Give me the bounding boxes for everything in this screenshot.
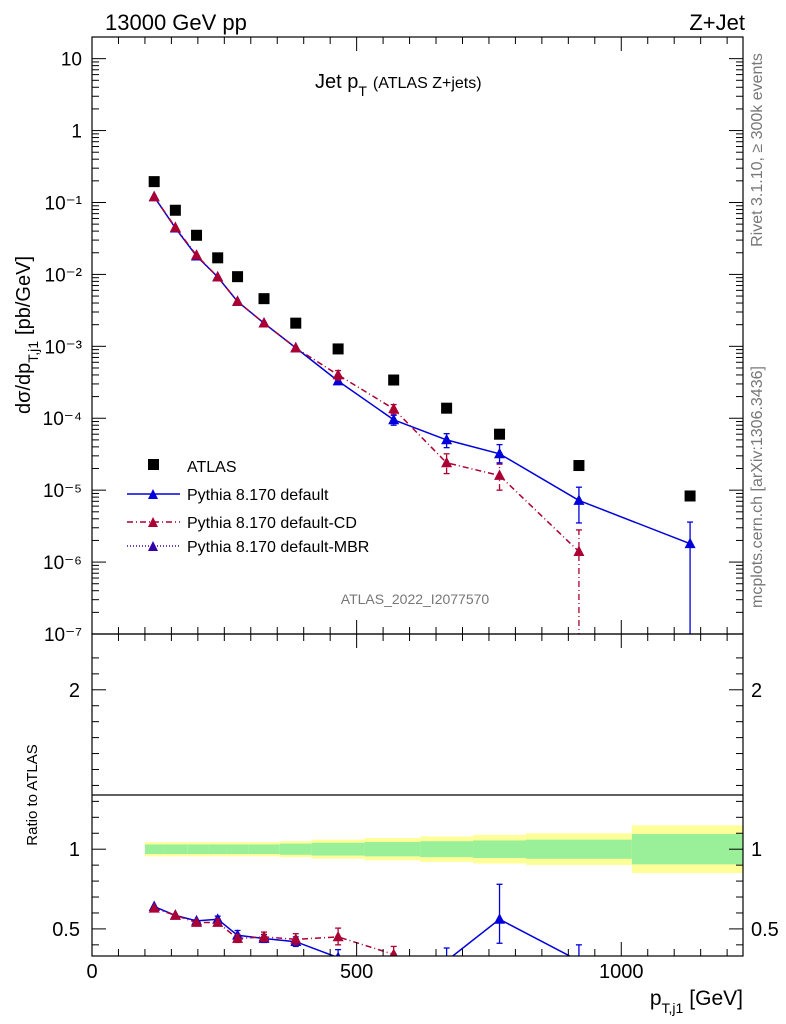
atlas-data-point: [148, 176, 160, 188]
main-panel: 10 1 10⁻¹ 10⁻² 10⁻³ 10⁻⁴ 10⁻⁵ 10⁻⁶ 10⁻⁷ Jet pT (A…: [13, 36, 744, 646]
ratio-series-marker: [258, 930, 270, 942]
legend-label-default: Pythia 8.170 default: [187, 487, 329, 504]
ratio-series-line: [153, 907, 394, 956]
main-y-tick-label: 10⁻⁵: [43, 481, 82, 502]
x-tick-label: 0: [86, 961, 97, 983]
ratio-series-marker: [388, 963, 399, 973]
ratio-series-marker: [494, 913, 506, 924]
main-series-marker: [684, 537, 696, 549]
ratio-series-marker: [148, 902, 160, 913]
ratio-inner-band: [248, 844, 280, 854]
ratio-series-marker: [335, 951, 341, 956]
rivet-version-label: Rivet 3.1.10, ≥ 300k events: [749, 53, 766, 247]
legend: ATLAS Pythia 8.170 default Pythia 8.170 …: [127, 459, 369, 556]
ratio-inner-band: [631, 834, 743, 865]
main-y-tick-label: 10⁻³: [45, 337, 83, 358]
ratio-inner-band: [187, 844, 209, 854]
atlas-data-point: [191, 229, 203, 241]
ratio-inner-band: [311, 842, 365, 856]
atlas-data-point: [290, 317, 302, 329]
main-series-marker: [258, 317, 270, 328]
legend-marker-default: [148, 489, 158, 499]
atlas-data-point: [258, 293, 270, 305]
main-series-marker: [169, 221, 181, 232]
legend-marker-mbr: [148, 541, 158, 551]
main-series-marker: [332, 368, 344, 380]
ratio-inner-band: [163, 844, 188, 854]
ratio-series-marker: [169, 909, 181, 920]
x-axis-label: pT,j1 [GeV]: [650, 987, 743, 1016]
main-series-marker: [573, 494, 585, 505]
mcplots-label: mcplots.cern.ch [arXiv:1306.3436]: [749, 366, 766, 608]
main-y-tick-label: 10⁻⁶: [43, 553, 82, 574]
main-series-marker: [494, 469, 506, 480]
legend-marker-cd: [148, 517, 158, 527]
ratio-y-tick-label-right: 0.5: [751, 919, 779, 941]
atlas-data-point: [232, 271, 244, 283]
ratio-inner-band: [473, 840, 526, 858]
main-series-marker: [388, 413, 400, 425]
ratio-inner-band: [226, 844, 249, 854]
ratio-inner-band: [364, 842, 421, 857]
legend-label-mbr: Pythia 8.170 default-MBR: [187, 539, 369, 556]
atlas-data-point: [684, 490, 696, 502]
main-series-line: [153, 196, 580, 553]
ratio-series-marker: [290, 933, 302, 944]
main-series-marker: [212, 270, 224, 282]
main-series-marker: [573, 545, 585, 556]
header-energy-label: 13000 GeV pp: [105, 10, 247, 35]
atlas-data-point: [441, 402, 453, 414]
atlas-data-point: [573, 460, 585, 472]
main-y-tick-label: 1: [71, 122, 82, 143]
main-y-tick-label: 10⁻⁴: [43, 409, 82, 430]
ratio-series-marker: [332, 930, 344, 942]
main-series-marker: [191, 249, 203, 260]
main-series-marker: [388, 402, 400, 414]
main-series-marker: [494, 447, 506, 459]
atlas-data-point: [388, 374, 400, 386]
ratio-panel: 2 2 1 1 0.5 0.5 0 500 1000 Ratio to ATLAS pT,j1[…: [24, 633, 779, 1016]
ratio-inner-band: [526, 839, 632, 859]
plot-title: Jet pT (ATLAS Z+jets): [315, 71, 482, 99]
atlas-data-point: [332, 343, 344, 355]
main-series-marker: [441, 456, 453, 468]
ratio-inner-band: [279, 843, 312, 855]
ratio-series-marker: [191, 916, 203, 927]
header-process-label: Z+Jet: [689, 10, 745, 35]
ratio-series-marker: [212, 916, 224, 927]
main-y-tick-label: 10⁻¹: [45, 193, 83, 214]
ratio-series-marker: [389, 948, 398, 956]
ratio-inner-band: [420, 841, 474, 858]
ratio-y-axis-label: Ratio to ATLAS: [24, 744, 41, 845]
atlas-data-point: [169, 204, 181, 216]
ratio-y-tick-label-right: 2: [751, 680, 762, 702]
x-tick-label: 1000: [599, 961, 644, 983]
ratio-frame: [91, 633, 744, 957]
analysis-watermark: ATLAS_2022_I2077570: [341, 591, 490, 607]
legend-marker-atlas: [148, 459, 159, 470]
legend-label-cd: Pythia 8.170 default-CD: [187, 515, 357, 532]
main-y-tick-label: 10: [61, 50, 82, 71]
ratio-inner-band: [208, 844, 227, 854]
ratio-y-tick-label: 2: [69, 680, 80, 702]
main-series-marker: [232, 295, 244, 306]
atlas-data-point: [212, 252, 224, 264]
main-series-marker: [290, 341, 302, 353]
ratio-y-tick-label: 0.5: [52, 919, 80, 941]
main-series-marker: [148, 190, 160, 202]
main-y-tick-label: 10⁻²: [45, 265, 83, 286]
ratio-y-tick-label-right: 1: [751, 839, 762, 861]
main-y-tick-label: 10⁻⁷: [44, 625, 82, 646]
ratio-series-marker: [232, 932, 244, 943]
atlas-data-point: [494, 428, 506, 440]
main-series-marker: [441, 433, 453, 445]
ratio-y-tick-label: 1: [69, 839, 80, 861]
ratio-inner-band: [144, 844, 164, 854]
x-tick-label: 500: [340, 961, 373, 983]
legend-label-atlas: ATLAS: [187, 459, 237, 476]
main-y-axis-label: dσ/dpT,j1[pb/GeV]: [13, 256, 41, 414]
ratio-series-line: [153, 905, 572, 956]
